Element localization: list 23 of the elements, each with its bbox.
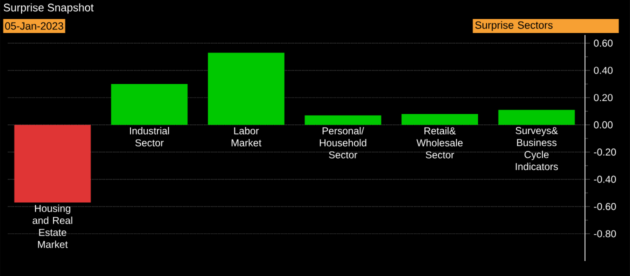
text: Surprise Sectors: [475, 21, 553, 31]
bar: [402, 114, 478, 125]
y-tick-label: -0.20: [594, 148, 616, 156]
x-tick-label: Labor Market: [232, 127, 262, 146]
x-tick-label: Housing and Real Estate Market: [32, 204, 72, 248]
x-tick-label: Retail& Wholesale Sector: [416, 127, 463, 158]
x-tick-label: Personal/ Household Sector: [320, 127, 366, 158]
bar: [111, 84, 188, 125]
x-tick-label: Surveys& Business Cycle Indicators: [516, 127, 558, 170]
chart-title: Surprise Snapshot: [4, 3, 94, 14]
y-tick-label: 0.20: [594, 94, 613, 102]
y-tick-label: -0.60: [594, 202, 616, 210]
bar: [14, 124, 91, 202]
y-tick-label: -0.40: [594, 176, 616, 183]
bar: [498, 110, 575, 125]
y-tick-label: 0.00: [594, 121, 613, 128]
y-tick-label: 0.60: [594, 40, 613, 47]
chart-subtitle: 05-Jan-2023: [5, 22, 64, 30]
y-tick-label: 0.40: [594, 66, 613, 74]
y-tick-label: -0.80: [594, 230, 616, 238]
bar: [304, 115, 382, 125]
bar: [208, 52, 284, 125]
x-tick-label: Industrial Sector: [130, 127, 169, 146]
